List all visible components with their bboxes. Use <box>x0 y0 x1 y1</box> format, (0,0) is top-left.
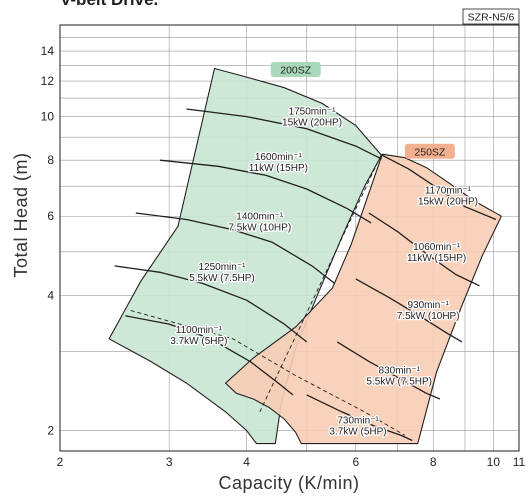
y-tick-label: 8 <box>47 153 54 167</box>
y-axis-label: Total Head (m) <box>11 152 31 277</box>
x-tick-label: 3 <box>166 455 173 469</box>
plot-frame <box>59 24 520 452</box>
y-tick-label: 4 <box>47 288 54 302</box>
x-tick-label: 10 <box>487 455 501 469</box>
x-axis-ticks: 2 3 4 6 8 10 11 <box>57 455 526 469</box>
curve-label: 730min⁻¹ 3.7kW (5HP) <box>329 416 386 438</box>
speed-curve-200sz <box>125 315 294 396</box>
series-label: 200SZ <box>280 65 312 77</box>
curve-label-power: 11kW (15HP) <box>407 253 466 264</box>
curve-label-power: 5.5kW (7.5HP) <box>189 273 255 284</box>
y-axis-ticks: 2 4 6 8 10 12 14 <box>41 44 55 437</box>
x-tick-label: 8 <box>430 455 437 469</box>
boundary-dashed-lines <box>130 154 406 436</box>
x-tick-label: 6 <box>352 455 359 469</box>
y-tick-label: 10 <box>41 110 55 124</box>
curve-label-speed: 730min⁻¹ <box>337 416 379 427</box>
curve-label: 830min⁻¹ 5.5kW (7.5HP) <box>366 365 432 387</box>
series-label-bg <box>270 62 321 78</box>
curve-label-power: 7.5kW (10HP) <box>228 223 291 234</box>
x-axis-label: Capacity (K/min) <box>218 473 359 493</box>
y-tick-label: 14 <box>41 44 55 58</box>
curve-label: 1100min⁻¹ 3.7kW (5HP) <box>170 325 227 347</box>
series-labels: 200SZ 250SZ <box>270 62 455 159</box>
model-badge: SZR-N5/6 <box>468 12 515 24</box>
performance-curves <box>114 108 497 442</box>
curve-label-power: 5.5kW (7.5HP) <box>366 376 432 387</box>
curve-labels: 1750min⁻¹ 15kW (20HP)1600min⁻¹ 11kW (15HP)… <box>169 105 479 439</box>
speed-curve-200sz <box>159 159 372 224</box>
curve-label: 1060min⁻¹ 11kW (15HP) <box>407 242 466 264</box>
curve-label-speed: 1400min⁻¹ <box>236 212 284 223</box>
curve-label-speed: 930min⁻¹ <box>407 300 449 311</box>
x-tick-label: 2 <box>57 455 64 469</box>
curve-label-power: 15kW (20HP) <box>282 118 342 129</box>
y-tick-label: 2 <box>47 423 54 437</box>
chart-title: V-belt Drive. <box>60 0 158 9</box>
series-label: 250SZ <box>414 146 446 158</box>
curve-label-speed: 1060min⁻¹ <box>413 242 461 253</box>
curve-label-power: 7.5kW (10HP) <box>397 311 460 322</box>
speed-curve-200sz <box>135 212 336 285</box>
x-tick-label: 4 <box>243 455 250 469</box>
curve-label-speed: 1100min⁻¹ <box>176 325 223 336</box>
curve-label-speed: 830min⁻¹ <box>379 365 421 376</box>
series-label-bg <box>404 143 455 159</box>
boundary-line-2 <box>130 310 406 436</box>
x-tick-label: 11 <box>513 455 526 469</box>
curve-label-power: 3.7kW (5HP) <box>170 336 227 347</box>
speed-curve-250sz <box>368 212 480 287</box>
curve-label: 1600min⁻¹ 11kW (15HP) <box>249 152 308 174</box>
region-250sz <box>224 153 503 445</box>
speed-curve-200sz <box>186 108 382 160</box>
series-regions <box>108 67 503 445</box>
y-tick-label: 6 <box>47 209 54 223</box>
curve-label: 930min⁻¹ 7.5kW (10HP) <box>397 300 460 322</box>
curve-label: 1170min⁻¹ 15kW (20HP) <box>418 185 478 207</box>
speed-curve-250sz <box>382 154 497 221</box>
boundary-line-1 <box>259 154 382 413</box>
y-tick-label: 12 <box>41 74 55 88</box>
curve-label: 1750min⁻¹ 15kW (20HP) <box>282 107 342 129</box>
curve-label-power: 11kW (15HP) <box>249 163 308 174</box>
curve-label-speed: 1170min⁻¹ <box>425 185 472 196</box>
speed-curve-250sz <box>306 394 413 442</box>
curve-label-speed: 1250min⁻¹ <box>198 262 246 273</box>
model-badge-box <box>462 8 520 25</box>
speed-curve-200sz <box>114 265 308 343</box>
curve-label: 1400min⁻¹ 7.5kW (10HP) <box>228 212 291 234</box>
speed-curve-250sz <box>336 341 441 400</box>
curve-label-power: 15kW (20HP) <box>418 196 478 207</box>
speed-curve-250sz <box>355 278 463 343</box>
curve-label-speed: 1600min⁻¹ <box>255 152 303 163</box>
curve-label: 1250min⁻¹ 5.5kW (7.5HP) <box>189 262 255 284</box>
curve-label-power: 3.7kW (5HP) <box>329 427 386 438</box>
curve-label-speed: 1750min⁻¹ <box>289 107 337 118</box>
